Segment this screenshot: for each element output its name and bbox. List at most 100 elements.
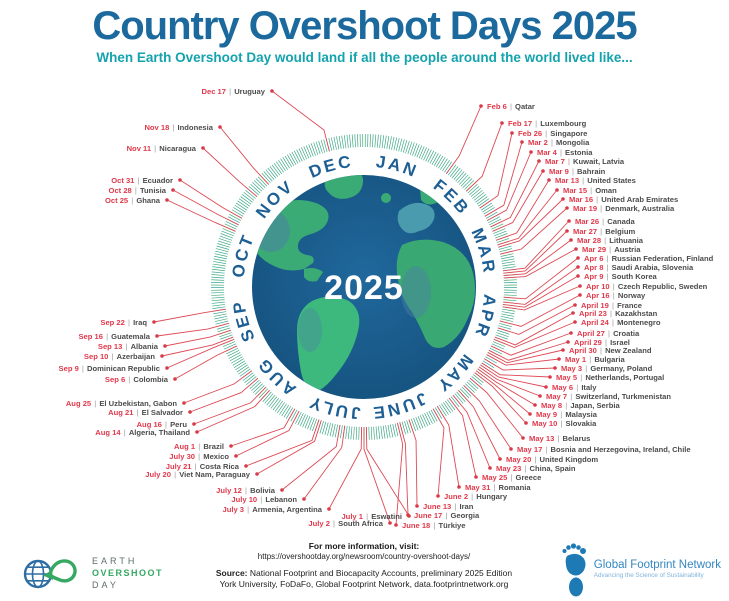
- day-tick: [329, 423, 334, 437]
- day-tick: [219, 332, 232, 338]
- leader-dot: [415, 504, 419, 508]
- day-tick: [497, 329, 510, 335]
- day-tick: [445, 400, 454, 412]
- day-tick: [214, 318, 228, 322]
- day-tick: [333, 136, 337, 150]
- leader-line: [183, 370, 253, 404]
- day-tick: [221, 230, 234, 237]
- day-tick: [214, 253, 228, 257]
- day-tick: [441, 403, 449, 415]
- leader-dot: [436, 494, 440, 498]
- leader-line: [499, 294, 581, 327]
- day-tick: [431, 153, 439, 165]
- day-tick: [425, 149, 432, 162]
- leader-dot: [576, 274, 580, 278]
- day-tick: [468, 379, 479, 389]
- day-tick: [461, 386, 472, 397]
- day-tick: [211, 292, 225, 294]
- day-tick: [232, 358, 244, 366]
- day-tick: [222, 228, 235, 234]
- day-tick: [343, 135, 347, 149]
- day-tick: [429, 151, 437, 164]
- leader-line: [494, 312, 574, 346]
- day-tick: [278, 160, 286, 172]
- day-tick: [327, 422, 331, 436]
- leader-dot: [569, 331, 573, 335]
- day-tick: [470, 187, 482, 197]
- leader-dot: [561, 197, 565, 201]
- day-tick: [297, 413, 304, 426]
- info-url[interactable]: https://overshootday.org/newsroom/countr…: [257, 552, 471, 561]
- leader-line: [166, 199, 236, 232]
- leader-dot: [576, 265, 580, 269]
- day-tick: [416, 145, 423, 158]
- eod-line-day: DAY: [92, 580, 119, 590]
- day-tick: [282, 157, 290, 169]
- day-tick: [258, 388, 269, 399]
- day-tick: [401, 421, 406, 435]
- day-tick: [215, 250, 228, 255]
- day-tick: [485, 211, 498, 219]
- day-tick: [235, 202, 248, 211]
- day-tick: [272, 399, 282, 411]
- day-tick: [410, 418, 416, 432]
- day-tick: [480, 202, 493, 211]
- day-tick: [402, 140, 408, 153]
- leader-dot: [557, 357, 561, 361]
- leader-dot: [510, 131, 514, 135]
- day-tick: [217, 327, 231, 333]
- leader-dot: [555, 188, 559, 192]
- day-tick: [385, 425, 388, 439]
- leader-line: [303, 425, 346, 500]
- day-tick: [427, 150, 435, 163]
- day-tick: [498, 245, 512, 250]
- day-tick: [281, 404, 289, 417]
- leader-dot: [394, 523, 398, 527]
- day-tick: [440, 158, 448, 170]
- day-tick: [482, 360, 495, 368]
- day-tick: [320, 140, 326, 153]
- day-tick: [345, 425, 348, 439]
- day-tick: [266, 394, 276, 406]
- day-tick: [501, 261, 515, 264]
- day-tick: [462, 178, 473, 189]
- leader-dot: [547, 178, 551, 182]
- day-tick: [211, 274, 225, 276]
- source-line-2: York University, FoDaFo, Global Footprin…: [219, 579, 509, 589]
- day-tick: [498, 325, 512, 330]
- day-tick: [336, 136, 340, 150]
- day-tick: [246, 376, 257, 385]
- footer-info: For more information, visit: https://ove…: [134, 541, 594, 589]
- leader-dot: [388, 521, 392, 525]
- day-tick: [211, 279, 225, 281]
- day-tick: [453, 169, 463, 180]
- day-tick: [501, 255, 514, 260]
- day-tick: [299, 414, 306, 427]
- leader-dot: [270, 89, 274, 93]
- leader-dot: [561, 348, 565, 352]
- info-heading: For more information, visit:: [308, 541, 420, 551]
- day-tick: [295, 411, 302, 424]
- leader-line: [174, 345, 238, 380]
- day-tick: [501, 313, 515, 317]
- day-tick: [370, 426, 373, 440]
- leader-line: [484, 141, 523, 217]
- source-line-1: Source: National Footprint and Biocapaci…: [134, 568, 594, 578]
- day-tick: [338, 135, 342, 149]
- day-tick: [238, 198, 250, 207]
- day-tick: [426, 411, 433, 424]
- leader-dot: [565, 229, 569, 233]
- leader-line: [196, 390, 270, 433]
- day-tick: [277, 402, 285, 414]
- day-tick: [466, 381, 477, 391]
- leader-line: [448, 397, 477, 478]
- day-tick: [456, 391, 466, 402]
- center-year-label: 2025: [324, 269, 404, 307]
- day-tick: [464, 180, 475, 190]
- leader-line: [497, 304, 576, 335]
- day-tick: [315, 141, 321, 155]
- day-tick: [451, 167, 461, 179]
- day-tick: [457, 172, 467, 184]
- leader-dot: [565, 206, 569, 210]
- leader-line: [477, 368, 536, 406]
